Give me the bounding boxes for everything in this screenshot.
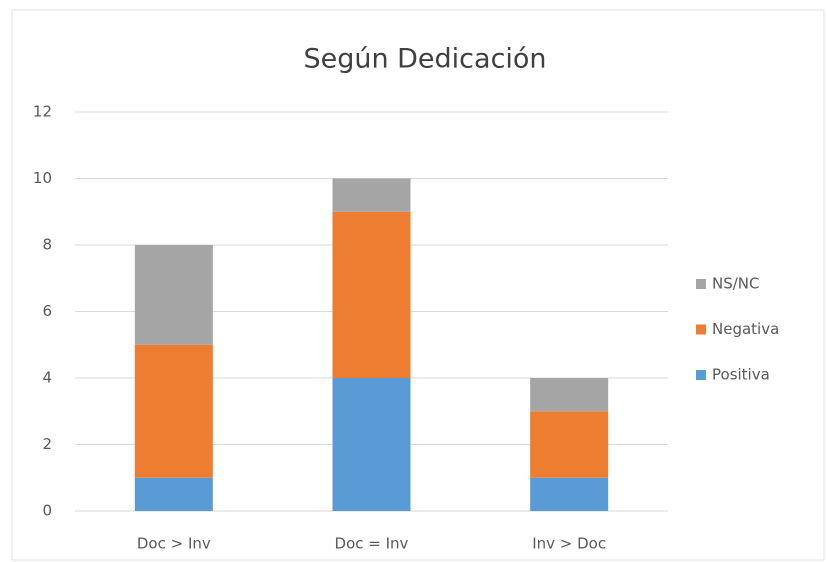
- legend-swatch: [696, 370, 706, 380]
- legend-label: Positiva: [712, 366, 770, 384]
- x-tick-label: Doc = Inv: [335, 535, 409, 553]
- bar-segment: [332, 178, 411, 212]
- chart-title: Según Dedicación: [303, 44, 546, 75]
- bar-segment: [134, 477, 213, 511]
- bar-segment: [530, 411, 609, 478]
- y-tick-label: 6: [42, 302, 52, 320]
- bar-segment: [530, 477, 609, 511]
- legend-swatch: [696, 279, 706, 289]
- legend-swatch: [696, 324, 706, 335]
- y-tick-label: 8: [42, 236, 52, 254]
- x-tick-label: Inv > Doc: [532, 535, 606, 553]
- y-tick-label: 2: [42, 435, 52, 453]
- y-tick-label: 4: [42, 369, 52, 387]
- x-tick-label: Doc > Inv: [137, 535, 211, 553]
- legend-label: NS/NC: [712, 275, 760, 293]
- bar-segment: [134, 344, 213, 478]
- y-tick-label: 12: [33, 103, 52, 121]
- bar-segment: [332, 211, 411, 378]
- y-tick-label: 0: [42, 502, 52, 520]
- legend-label: Negativa: [712, 320, 779, 338]
- bar-segment: [530, 378, 609, 412]
- bar-segment: [134, 245, 213, 345]
- bar-segment: [332, 378, 411, 511]
- y-tick-label: 10: [33, 169, 52, 187]
